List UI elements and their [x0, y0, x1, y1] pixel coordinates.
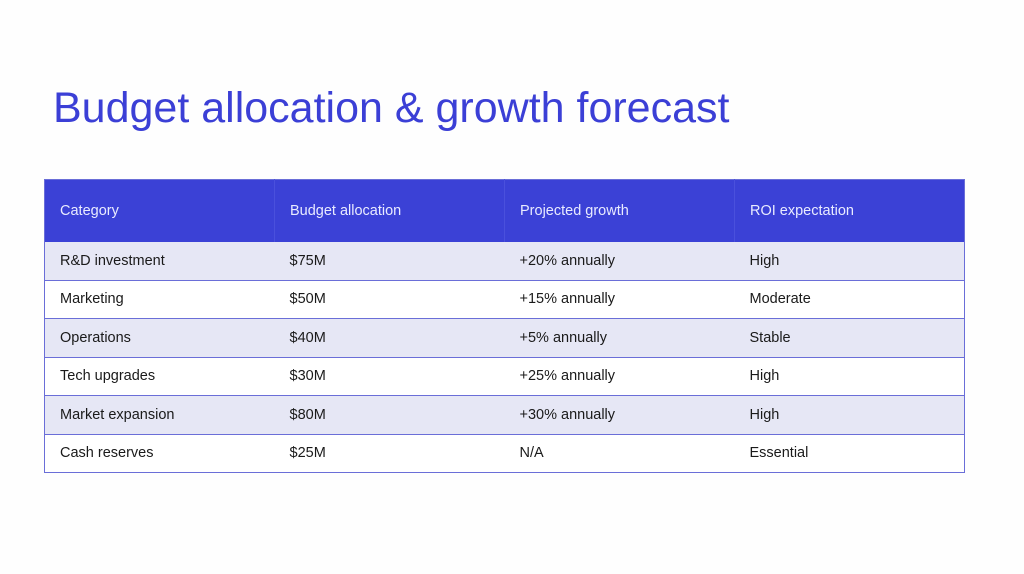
budget-table: Category Budget allocation Projected gro… — [44, 179, 965, 473]
cell-growth: +5% annually — [519, 329, 607, 346]
table-row: Marketing $50M +15% annually Moderate — [44, 280, 965, 319]
table-row: Operations $40M +5% annually Stable — [44, 318, 965, 357]
slide-title: Budget allocation & growth forecast — [53, 84, 730, 132]
cell-budget: $40M — [289, 329, 326, 346]
cell-roi: High — [749, 368, 780, 385]
cell-category: R&D investment — [60, 252, 165, 269]
cell-roi: High — [749, 252, 780, 269]
cell-roi: High — [749, 406, 780, 423]
table-header-row: Category Budget allocation Projected gro… — [44, 179, 965, 242]
cell-growth: +20% annually — [519, 252, 616, 269]
header-budget-allocation: Budget allocation — [274, 179, 505, 242]
cell-budget: $30M — [289, 368, 326, 385]
cell-roi: Essential — [749, 445, 809, 462]
cell-category: Cash reserves — [60, 445, 154, 462]
cell-category: Tech upgrades — [60, 368, 156, 385]
cell-category: Marketing — [60, 291, 124, 308]
cell-budget: $50M — [289, 291, 326, 308]
cell-roi: Stable — [749, 329, 791, 346]
header-roi-expectation: ROI expectation — [750, 202, 854, 219]
table-row: Tech upgrades $30M +25% annually High — [44, 357, 965, 396]
table-row: R&D investment $75M +20% annually High — [44, 241, 965, 280]
cell-growth: +15% annually — [519, 291, 616, 308]
table-row: Market expansion $80M +30% annually High — [44, 395, 965, 434]
header-projected-growth: Projected growth — [504, 179, 735, 242]
cell-growth: N/A — [519, 445, 544, 462]
cell-category: Market expansion — [60, 406, 175, 423]
cell-roi: Moderate — [749, 291, 811, 308]
cell-growth: +25% annually — [519, 368, 616, 385]
cell-growth: +30% annually — [519, 406, 616, 423]
table-row: Cash reserves $25M N/A Essential — [44, 434, 965, 473]
cell-budget: $75M — [289, 252, 326, 269]
cell-budget: $80M — [289, 406, 326, 423]
cell-category: Operations — [60, 329, 131, 346]
header-category: Category — [44, 179, 275, 242]
cell-budget: $25M — [289, 445, 326, 462]
